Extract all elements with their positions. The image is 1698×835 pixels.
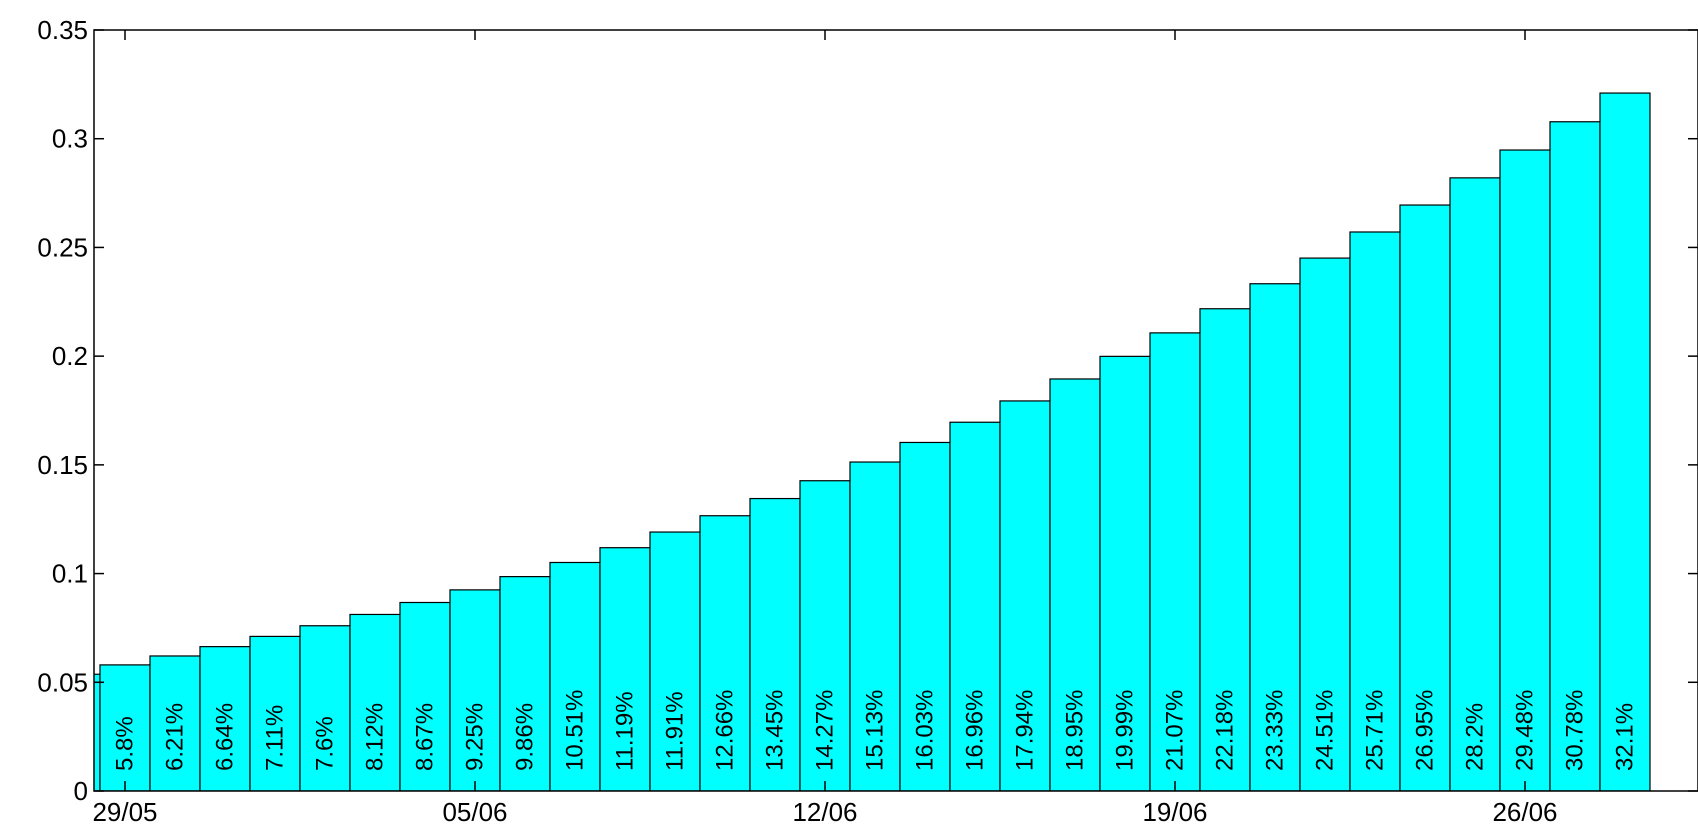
- bar-value-label: 19.99%: [1112, 690, 1139, 771]
- bar: [1049, 378, 1101, 791]
- bar: [149, 655, 201, 791]
- bar-value-label: 25.71%: [1362, 690, 1389, 771]
- x-axis-ticks: 29/05 05/06 12/06 19/06 26/06: [92, 30, 1558, 827]
- bar-value-label: 29.48%: [1512, 690, 1539, 771]
- bar-value-label: 9.25%: [462, 703, 489, 771]
- bar: [1099, 355, 1151, 791]
- y-tick-label: 0.35: [37, 15, 88, 45]
- y-tick-label: 0.25: [37, 232, 88, 262]
- bar: [749, 497, 801, 791]
- bar: [349, 613, 401, 791]
- y-tick-label: 0: [74, 776, 88, 806]
- bar-value-label: 30.78%: [1562, 690, 1589, 771]
- bar-value-label: 7.6%: [312, 716, 339, 771]
- bar: [1449, 177, 1501, 791]
- x-tick-label: 26/06: [1492, 797, 1557, 827]
- bar: [449, 589, 501, 791]
- bar: [1349, 231, 1401, 791]
- bar-value-label: 11.91%: [662, 691, 689, 771]
- bar-value-label: 26.95%: [1412, 690, 1439, 771]
- x-tick-label: 29/05: [92, 797, 157, 827]
- y-tick-label: 0.2: [52, 341, 88, 371]
- bar: [699, 515, 751, 791]
- bar-value-label: 6.21%: [162, 703, 189, 771]
- bar-value-label: 21.07%: [1162, 690, 1189, 771]
- bar-value-label: 8.67%: [412, 703, 439, 771]
- bars-group: [94, 92, 1651, 791]
- y-axis-ticks: 0 0.05 0.1 0.15 0.2 0.25 0.3 0.35: [37, 15, 1698, 806]
- bar-value-label: 13.45%: [762, 690, 789, 771]
- bar: [1149, 332, 1201, 791]
- bar: [1299, 257, 1351, 791]
- bar-value-label: 18.95%: [1062, 690, 1089, 771]
- bar-value-label: 22.18%: [1212, 690, 1239, 771]
- bar: [849, 461, 901, 791]
- bar-value-label: 14.27%: [812, 690, 839, 771]
- bar: [249, 635, 301, 791]
- bar-value-label: 11.19%: [612, 691, 639, 771]
- bar-value-label: 16.03%: [912, 690, 939, 771]
- bar: [1599, 92, 1651, 791]
- y-tick-label: 0.05: [37, 667, 88, 697]
- bar-value-label: 10.51%: [562, 690, 589, 771]
- bar: [1249, 283, 1301, 791]
- bar: [549, 561, 601, 791]
- bar: [1499, 149, 1551, 791]
- bar-value-label: 9.86%: [512, 703, 539, 771]
- x-tick-label: 12/06: [792, 797, 857, 827]
- bar-value-label: 15.13%: [862, 690, 889, 771]
- bar: [799, 480, 851, 791]
- bar-value-label: 24.51%: [1312, 690, 1339, 771]
- bar: [999, 400, 1051, 791]
- bar-value-label: 17.94%: [1012, 690, 1039, 771]
- bar-value-label: 32.1%: [1612, 703, 1639, 771]
- y-tick-label: 0.15: [37, 450, 88, 480]
- x-tick-label: 19/06: [1142, 797, 1207, 827]
- bar-value-label: 16.96%: [962, 690, 989, 771]
- bar-value-label: 28.2%: [1462, 703, 1489, 771]
- bar: [1399, 204, 1451, 791]
- bar-value-label: 5.8%: [112, 716, 139, 771]
- bar-labels-group: 5.8% 6.21% 6.64% 7.11% 7.6% 8.12% 8.67% 9.25% 9.…: [112, 690, 1639, 771]
- x-tick-label: 05/06: [442, 797, 507, 827]
- y-tick-label: 0.3: [52, 124, 88, 154]
- bar: [1199, 308, 1251, 791]
- bar-value-label: 23.33%: [1262, 690, 1289, 771]
- y-tick-label: 0.1: [52, 559, 88, 589]
- bar: [899, 441, 951, 791]
- plot-frame: [93, 29, 1698, 792]
- axes-group: [93, 29, 1698, 792]
- bar: [99, 664, 151, 791]
- bar-value-label: 6.64%: [212, 703, 239, 771]
- bar: [399, 601, 451, 791]
- bar-value-label: 12.66%: [712, 690, 739, 771]
- bar-value-label: 7.11%: [262, 705, 289, 771]
- bar-value-label: 8.12%: [362, 703, 389, 771]
